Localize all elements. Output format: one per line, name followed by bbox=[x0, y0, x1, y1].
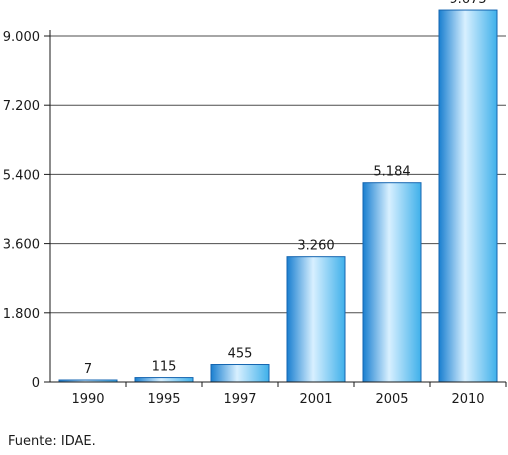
value-label-2001: 3.260 bbox=[297, 239, 334, 254]
bar-2005 bbox=[362, 182, 422, 383]
y-tick-label: 3.600 bbox=[3, 238, 40, 253]
source-value: IDAE. bbox=[60, 434, 96, 449]
source-note: Fuente: IDAE. bbox=[8, 434, 96, 449]
x-tick-label-1995: 1995 bbox=[147, 392, 180, 407]
y-tick-label: 7.200 bbox=[3, 99, 40, 114]
bar-2001 bbox=[286, 256, 346, 383]
value-label-2005: 5.184 bbox=[373, 165, 410, 180]
bar-1997 bbox=[210, 364, 270, 383]
bar-2010 bbox=[438, 9, 498, 383]
bars bbox=[58, 9, 498, 383]
x-tick-label-2010: 2010 bbox=[451, 392, 484, 407]
bar-chart: 0 1.800 3.600 5.400 7.200 9.000 7 1990 115 1995 45… bbox=[3, 0, 507, 407]
y-tick-label: 9.000 bbox=[3, 30, 40, 45]
x-tick-label-2005: 2005 bbox=[375, 392, 408, 407]
y-tick-label: 0 bbox=[32, 376, 40, 391]
labels: 0 1.800 3.600 5.400 7.200 9.000 7 1990 115 1995 45… bbox=[3, 0, 487, 407]
x-tick-label-1997: 1997 bbox=[223, 392, 256, 407]
grid-lines bbox=[50, 35, 506, 314]
value-label-1997: 455 bbox=[228, 347, 253, 362]
bar-1995 bbox=[134, 377, 194, 383]
axes bbox=[44, 30, 507, 387]
value-label-1990: 7 bbox=[84, 362, 92, 377]
source-label: Fuente: bbox=[8, 434, 57, 449]
x-tick-label-2001: 2001 bbox=[299, 392, 332, 407]
x-tick-label-1990: 1990 bbox=[71, 392, 104, 407]
y-tick-label: 1.800 bbox=[3, 307, 40, 322]
value-label-1995: 115 bbox=[152, 360, 177, 375]
y-tick-label: 5.400 bbox=[3, 168, 40, 183]
value-label-2010: 9.675 bbox=[449, 0, 486, 7]
